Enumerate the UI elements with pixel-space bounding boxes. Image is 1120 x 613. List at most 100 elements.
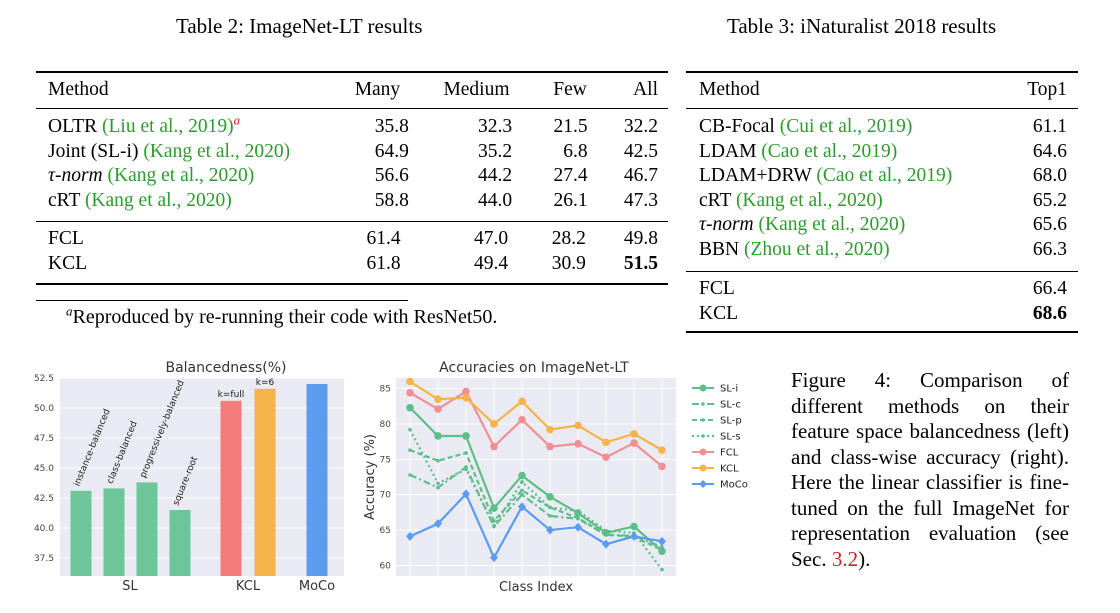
table3-group-rule (686, 271, 1078, 272)
cell-top1: 68.0 (1032, 165, 1067, 186)
cell-many: 64.9 (374, 140, 409, 162)
y-tick-label: 65 (380, 526, 391, 536)
citation-link[interactable]: (Cao et al., 2019) (761, 140, 898, 162)
legend-marker (699, 448, 707, 456)
table-row: cRT (Kang et al., 2020) 58.8 44.0 26.1 4… (42, 189, 664, 214)
legend-marker (701, 402, 705, 406)
table2-top-rule (36, 71, 668, 73)
table2-group-rule (36, 221, 668, 222)
cell-medium: 44.2 (478, 165, 513, 186)
table-row: τ-norm (Kang et al., 2020) 65.6 (693, 213, 1073, 238)
data-point (630, 531, 638, 541)
col-medium: Medium (443, 79, 510, 100)
method-cell: Joint (SL-i) (Kang et al., 2020) (48, 140, 291, 162)
data-point (658, 462, 666, 471)
citation-link[interactable]: (Liu et al., 2019) (102, 116, 234, 137)
table3-caption: Table 3: iNaturalist 2018 results (727, 14, 997, 38)
citation-link[interactable]: (Kang et al., 2020) (758, 214, 906, 235)
data-point (406, 377, 414, 386)
cell-top1-best: 68.6 (1032, 302, 1067, 324)
legend-marker (701, 418, 705, 422)
data-point (408, 473, 412, 477)
table-row: OLTR (Liu et al., 2019)a 35.8 32.3 21.5 … (42, 112, 664, 140)
data-point (658, 446, 666, 454)
cell-few: 6.8 (563, 140, 588, 162)
data-point (406, 531, 414, 541)
cell-all: 46.7 (623, 165, 658, 186)
data-point (546, 425, 554, 434)
table3-bottom-rule (686, 331, 1078, 333)
method-cell: cRT (Kang et al., 2020) (48, 189, 232, 211)
table-row: FCL 66.4 (693, 277, 1073, 302)
col-few: Few (553, 79, 587, 100)
series-line (409, 380, 663, 452)
data-point (490, 504, 498, 512)
method-cell: KCL (48, 252, 87, 274)
data-point (490, 420, 498, 428)
table3-top-rule (686, 71, 1078, 73)
citation-link[interactable]: (Kang et al., 2020) (143, 140, 291, 162)
cell-all: 49.8 (623, 228, 658, 249)
data-point (518, 471, 526, 480)
y-axis-label: Accuracy (%) (363, 434, 378, 520)
cell-top1: 66.3 (1032, 238, 1067, 260)
series-line (409, 429, 663, 571)
citation-link[interactable]: (Cao et al., 2019) (816, 165, 953, 186)
y-tick-label: 50.0 (34, 404, 54, 414)
data-point (546, 493, 554, 501)
figure-caption: Figure 4: Comparison of different method… (791, 368, 1069, 571)
cell-few: 27.4 (553, 165, 588, 186)
bar (70, 490, 92, 576)
citation-link[interactable]: (Zhou et al., 2020) (743, 238, 890, 260)
citation-link[interactable]: (Kang et al., 2020) (735, 189, 883, 211)
data-point (602, 438, 610, 447)
data-point (434, 395, 442, 404)
cell-medium: 47.0 (474, 228, 509, 249)
legend-marker (699, 384, 707, 392)
table-row: KCL 68.6 (693, 302, 1073, 327)
section-ref-link[interactable]: 3.2 (831, 546, 859, 571)
y-tick-label: 45.0 (34, 464, 54, 474)
col-many: Many (354, 79, 401, 100)
cell-all: 32.2 (623, 116, 658, 137)
cell-top1: 65.2 (1032, 189, 1067, 211)
method-cell: KCL (699, 302, 738, 324)
citation-link[interactable]: (Kang et al., 2020) (84, 189, 232, 211)
data-point (490, 442, 498, 451)
cell-many: 61.8 (366, 252, 401, 274)
data-point (576, 509, 580, 513)
table-row: cRT (Kang et al., 2020) 65.2 (693, 189, 1073, 214)
table-row: Joint (SL-i) (Kang et al., 2020) 64.9 35… (42, 140, 664, 165)
cell-many: 58.8 (374, 189, 409, 211)
citation-link[interactable]: (Cui et al., 2019) (779, 116, 913, 137)
y-tick-label: 40.0 (34, 524, 54, 534)
table2-bottom-rule (36, 283, 668, 285)
y-tick-label: 42.5 (34, 494, 54, 504)
data-point (462, 489, 470, 499)
method-cell: BBN (Zhou et al., 2020) (699, 238, 890, 260)
data-point (436, 481, 440, 486)
chart-title: Accuracies on ImageNet-LT (439, 360, 629, 376)
citation-link[interactable]: (Kang et al., 2020) (107, 165, 255, 186)
data-point (520, 488, 524, 493)
legend-label: SL-c (720, 400, 741, 411)
legend-label: MoCo (720, 480, 748, 491)
series-line (409, 492, 663, 561)
data-point (436, 485, 440, 490)
table-row: CB-Focal (Cui et al., 2019) 61.1 (693, 115, 1073, 140)
table-row: FCL 61.4 47.0 28.2 49.8 (42, 227, 664, 252)
data-point (604, 532, 608, 537)
legend-marker (699, 464, 707, 472)
legend-label: SL-i (720, 384, 738, 395)
series-line (409, 406, 663, 553)
table2-header-row: Method Many Medium Few All (42, 78, 664, 103)
data-point (464, 451, 468, 455)
method-cell: cRT (Kang et al., 2020) (699, 189, 883, 211)
bar (136, 482, 158, 576)
cell-top1: 61.1 (1032, 116, 1067, 137)
series-line (409, 449, 663, 551)
table2-group2: FCL 61.4 47.0 28.2 49.8 KCL 61.8 49.4 30… (42, 227, 664, 276)
data-point (518, 502, 526, 512)
legend-label: KCL (720, 464, 739, 475)
footnote-marker[interactable]: a (233, 112, 241, 128)
